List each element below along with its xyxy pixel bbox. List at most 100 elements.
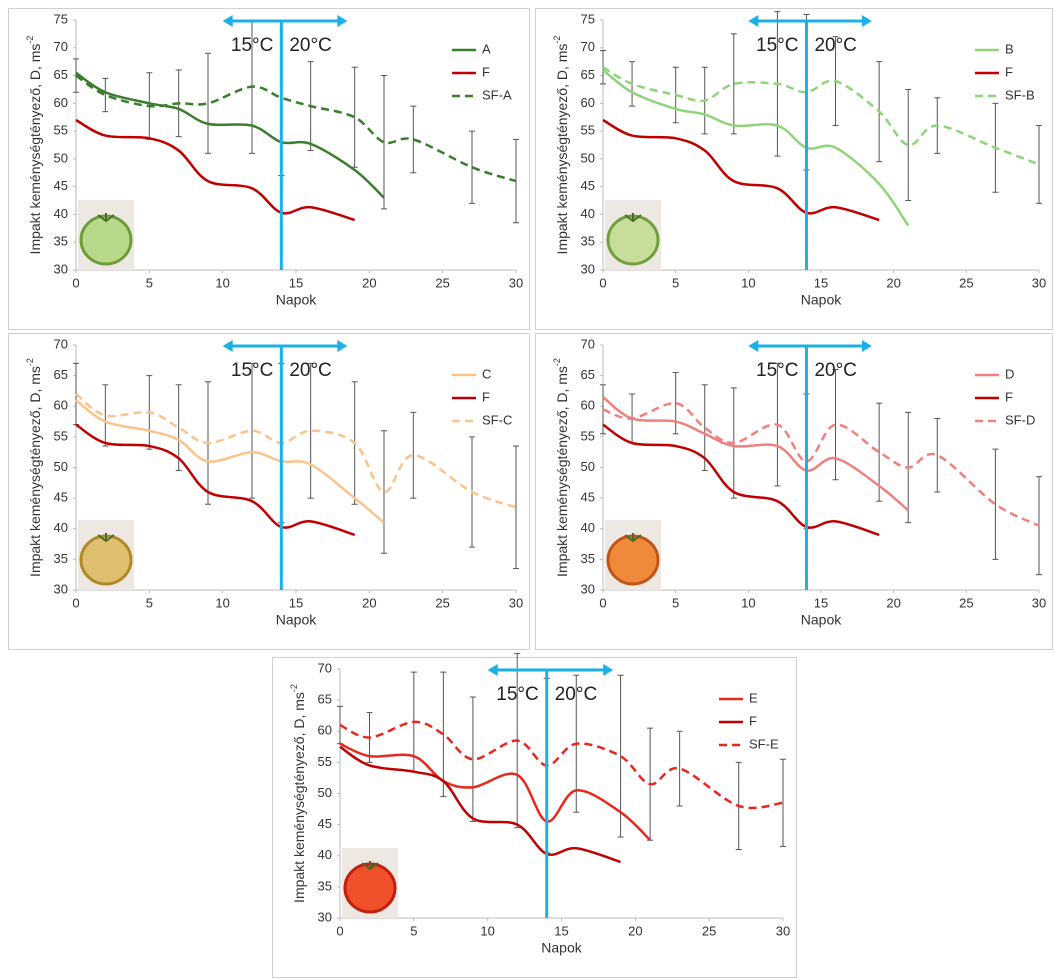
annotation: 20°C <box>289 35 331 56</box>
x-tick-label: 30 <box>1032 275 1046 290</box>
y-tick-label: 60 <box>54 95 68 110</box>
series-line <box>602 423 880 537</box>
error-bar <box>1036 125 1042 204</box>
x-tick-label: 10 <box>741 275 755 290</box>
annotation: 20°C <box>555 684 597 705</box>
y-tick-label: 30 <box>54 581 68 596</box>
x-tick-label: 25 <box>702 923 716 938</box>
chart-panel: 30 35 40 45 50 55 60 65 70 0 5 10 15 20 25 30 Napok Impak… <box>272 652 797 978</box>
x-tick-label: 25 <box>959 595 973 610</box>
arrow-head-left <box>748 340 759 352</box>
x-tick-label: 10 <box>215 275 229 290</box>
y-axis-label-text: Impakt keménységtényező, D, ms <box>27 366 43 577</box>
x-tick-label: 5 <box>410 923 417 938</box>
x-tick-label: 0 <box>72 275 79 290</box>
error-bar <box>905 88 912 202</box>
y-axis-label-text: Impakt keménységtényező, D, ms <box>554 44 570 255</box>
annotation: 15°C <box>231 35 273 56</box>
tomato-photo <box>79 214 133 266</box>
y-tick-label: 70 <box>318 660 332 675</box>
error-bar <box>780 758 786 847</box>
y-tick-label: 45 <box>581 178 595 193</box>
y-axis-label-text: Impakt keménységtényező, D, ms <box>554 366 570 577</box>
y-tick-label: 70 <box>54 336 68 351</box>
y-axis-label-superscript: -2 <box>552 358 562 366</box>
legend-label: F <box>1005 64 1013 79</box>
error-bar <box>469 130 475 204</box>
series-line <box>602 118 880 222</box>
chart-panel: 30 35 40 45 50 55 60 65 70 75 0 5 10 15 20 25 30 Napok Imp… <box>8 8 530 330</box>
y-tick-label: 70 <box>54 39 68 54</box>
error-bar <box>617 674 624 838</box>
x-tick-label: 15 <box>289 595 303 610</box>
tomato-stem <box>624 533 642 543</box>
y-tick-label: 70 <box>581 336 595 351</box>
x-tick-label: 20 <box>628 923 642 938</box>
tomato-photo <box>606 214 660 266</box>
legend-label: B <box>1005 41 1014 56</box>
annotation: 15°C <box>756 35 798 56</box>
series-line <box>602 396 910 512</box>
y-tick-label: 30 <box>581 261 595 276</box>
x-tick-label: 30 <box>509 275 523 290</box>
tomato-stem <box>97 213 115 223</box>
y-tick-label: 40 <box>581 206 595 221</box>
error-bar <box>381 430 387 554</box>
x-axis-label: Napok <box>276 612 317 628</box>
error-bar <box>175 384 182 472</box>
x-axis-label: Napok <box>276 292 317 308</box>
y-axis-label: Impakt keménységtényező, D, ms-2 <box>25 36 42 255</box>
arrow-head-left <box>222 15 233 27</box>
error-bar <box>249 362 255 499</box>
x-axis-label: Napok <box>541 940 582 956</box>
x-tick-label: 20 <box>362 595 376 610</box>
x-tick-label: 25 <box>959 275 973 290</box>
error-bar <box>513 445 519 570</box>
panel-border <box>8 8 530 330</box>
x-axis-label: Napok <box>801 612 842 628</box>
chart-panel: 30 35 40 45 50 55 60 65 70 75 0 5 10 15 20 25 30 Napok Imp… <box>535 8 1053 330</box>
error-bar <box>205 52 211 154</box>
tomato-photo <box>79 534 133 586</box>
error-bar <box>701 384 708 472</box>
y-tick-label: 40 <box>581 520 595 535</box>
error-bar <box>102 77 109 113</box>
x-tick-label: 15 <box>814 595 828 610</box>
legend-label: F <box>749 713 757 728</box>
series-line <box>75 74 517 183</box>
error-bar <box>307 362 314 499</box>
arrow-head-right <box>861 15 872 27</box>
tomato-stem <box>97 533 115 543</box>
error-bar <box>440 671 447 798</box>
annotation: 20°C <box>814 35 856 56</box>
y-tick-label: 55 <box>54 123 68 138</box>
x-tick-label: 10 <box>480 923 494 938</box>
legend-label: E <box>749 690 758 705</box>
annotation: 20°C <box>289 360 331 381</box>
y-tick-label: 35 <box>54 551 68 566</box>
error-bar <box>381 75 387 210</box>
y-tick-label: 60 <box>581 398 595 413</box>
y-tick-label: 35 <box>54 234 68 249</box>
y-axis-label-text: Impakt keménységtényező, D, ms <box>27 44 43 255</box>
series-line <box>339 742 651 842</box>
temperature-arrow <box>222 340 348 352</box>
tomato-stem <box>361 861 379 871</box>
error-bar <box>469 696 476 823</box>
series-line <box>602 66 1040 166</box>
x-tick-label: 20 <box>362 275 376 290</box>
error-bar <box>672 372 679 435</box>
legend-label: SF-A <box>482 87 512 102</box>
x-tick-label: 10 <box>215 595 229 610</box>
y-tick-label: 35 <box>581 551 595 566</box>
panel-border <box>272 657 797 978</box>
y-axis-label-text: Impakt keménységtényező, D, ms <box>291 692 307 903</box>
error-bar <box>992 448 999 560</box>
error-bar <box>934 418 941 493</box>
arrow-head-left <box>748 15 759 27</box>
series-line <box>75 118 356 222</box>
annotation: 15°C <box>231 360 273 381</box>
y-axis-label: Impakt keménységtényező, D, ms-2 <box>552 36 569 255</box>
legend-label: F <box>482 389 490 404</box>
y-axis-label-superscript: -2 <box>25 358 35 366</box>
